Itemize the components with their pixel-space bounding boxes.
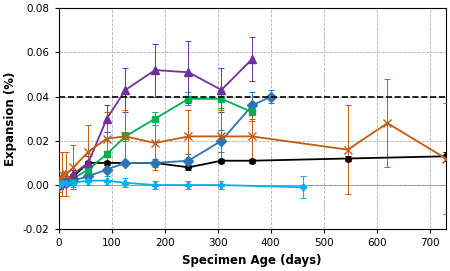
Y-axis label: Expansion (%): Expansion (%) — [4, 72, 17, 166]
X-axis label: Specimen Age (days): Specimen Age (days) — [182, 254, 322, 267]
